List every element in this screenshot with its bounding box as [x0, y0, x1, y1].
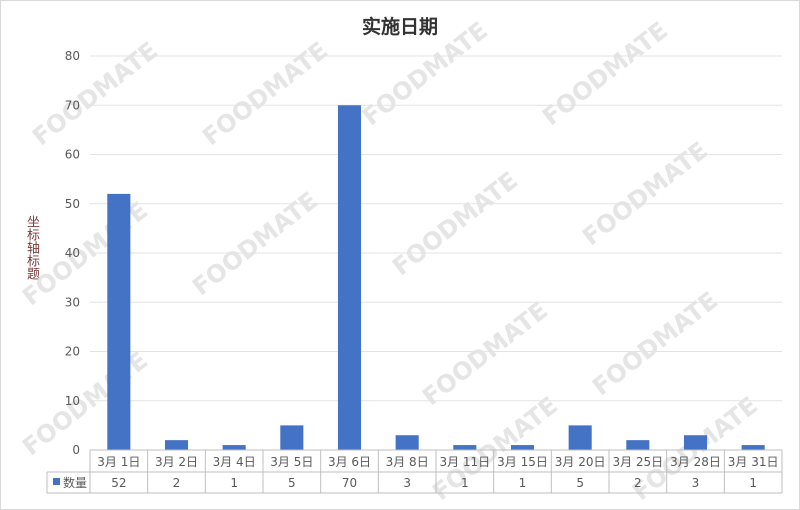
bar [164, 440, 189, 450]
data-table-value: 3 [403, 476, 411, 490]
y-tick-label: 80 [65, 49, 80, 63]
bar [280, 425, 304, 450]
data-table-value: 5 [576, 476, 584, 490]
watermark: FOODMATE [537, 16, 673, 131]
watermark: FOODMATE [17, 196, 153, 311]
chart-title: 实施日期 [361, 16, 438, 38]
watermark: FOODMATE [197, 36, 333, 151]
y-tick-label: 30 [65, 295, 80, 309]
bar [683, 435, 708, 450]
y-tick-label: 60 [65, 148, 80, 162]
x-tick-label: 3月 25日 [612, 455, 663, 469]
bar [395, 435, 419, 450]
y-tick-label: 40 [65, 246, 80, 260]
y-tick-label: 70 [65, 98, 80, 112]
legend-key [53, 478, 60, 485]
y-tick-label: 10 [65, 394, 80, 408]
x-tick-label: 3月 20日 [555, 455, 606, 469]
x-tick-label: 3月 2日 [155, 455, 198, 469]
data-table-value: 1 [230, 476, 238, 490]
bar [626, 440, 650, 450]
data-table-value: 70 [342, 476, 357, 490]
x-tick-label: 3月 4日 [213, 455, 256, 469]
x-tick-label: 3月 15日 [497, 455, 548, 469]
x-tick-label: 3月 31日 [728, 455, 779, 469]
x-tick-label: 3月 6日 [328, 455, 371, 469]
x-tick-label: 3月 28日 [670, 455, 721, 469]
watermark: FOODMATE [587, 286, 723, 401]
watermark: FOODMATE [577, 136, 713, 251]
bar [741, 445, 765, 450]
legend-label: 数量 [63, 475, 87, 490]
data-table-value: 2 [173, 476, 181, 490]
watermark: FOODMATE [17, 346, 153, 461]
bar [568, 425, 592, 450]
x-tick-label: 3月 1日 [97, 455, 140, 469]
watermark: FOODMATE [427, 391, 563, 506]
x-tick-label: 3月 11日 [439, 455, 490, 469]
x-tick-label: 3月 8日 [386, 455, 429, 469]
data-table-value: 1 [519, 476, 527, 490]
watermark: FOODMATE [357, 16, 493, 131]
bar [337, 105, 362, 450]
data-table-value: 1 [749, 476, 757, 490]
data-table-value: 5 [288, 476, 296, 490]
bar [222, 445, 246, 450]
data-table-value: 2 [634, 476, 642, 490]
data-table-value: 1 [461, 476, 469, 490]
y-axis-title: 坐标轴标题 [24, 215, 39, 280]
y-tick-label: 20 [65, 345, 80, 359]
data-table-value: 52 [111, 476, 126, 490]
watermark: FOODMATE [417, 296, 553, 411]
watermark: FOODMATE [387, 166, 523, 281]
y-tick-label: 0 [72, 443, 80, 457]
bar [510, 445, 535, 450]
bar [107, 193, 131, 450]
watermark: FOODMATE [27, 36, 163, 151]
x-tick-label: 3月 5日 [270, 455, 313, 469]
bar [453, 445, 477, 450]
data-table-value: 3 [692, 476, 700, 490]
y-tick-label: 50 [65, 197, 80, 211]
